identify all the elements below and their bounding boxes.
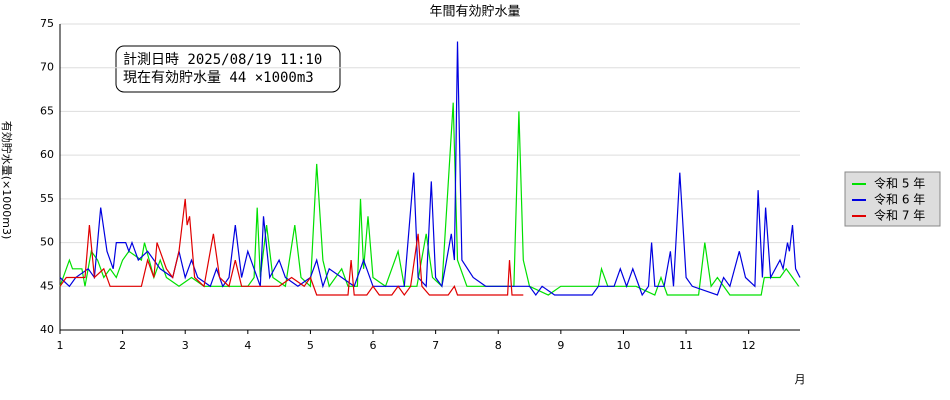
x-tick-label: 9 bbox=[557, 339, 564, 352]
y-tick-label: 70 bbox=[40, 61, 54, 74]
x-tick-label: 8 bbox=[495, 339, 502, 352]
y-tick-label: 40 bbox=[40, 323, 54, 336]
y-axis-label: 有効貯水量(×1000m3) bbox=[0, 121, 14, 240]
x-tick-label: 1 bbox=[57, 339, 64, 352]
x-tick-label: 5 bbox=[307, 339, 314, 352]
legend-label: 令和 7 年 bbox=[874, 208, 925, 223]
y-tick-label: 75 bbox=[40, 17, 54, 30]
legend-label: 令和 5 年 bbox=[874, 176, 925, 191]
x-axis-label: 月 bbox=[795, 373, 806, 386]
x-tick-label: 6 bbox=[370, 339, 377, 352]
annotation-box bbox=[115, 45, 341, 93]
x-tick-label: 10 bbox=[616, 339, 630, 352]
y-tick-label: 65 bbox=[40, 104, 54, 117]
y-tick-label: 50 bbox=[40, 236, 54, 249]
y-tick-label: 60 bbox=[40, 148, 54, 161]
annotation: 計測日時 2025/08/19 11:10 bbox=[123, 52, 322, 68]
x-tick-label: 12 bbox=[742, 339, 756, 352]
x-tick-label: 3 bbox=[182, 339, 189, 352]
y-tick-label: 55 bbox=[40, 192, 54, 205]
annotation: 現在有効貯水量 44 ×1000m3 bbox=[123, 70, 314, 86]
x-tick-label: 7 bbox=[432, 339, 439, 352]
series-line bbox=[59, 198, 524, 297]
y-tick-label: 45 bbox=[40, 279, 54, 292]
x-tick-label: 4 bbox=[244, 339, 251, 352]
x-tick-label: 2 bbox=[119, 339, 126, 352]
chart-title: 年間有効貯水量 bbox=[429, 5, 520, 20]
legend-label: 令和 6 年 bbox=[874, 192, 925, 207]
x-tick-label: 11 bbox=[679, 339, 693, 352]
